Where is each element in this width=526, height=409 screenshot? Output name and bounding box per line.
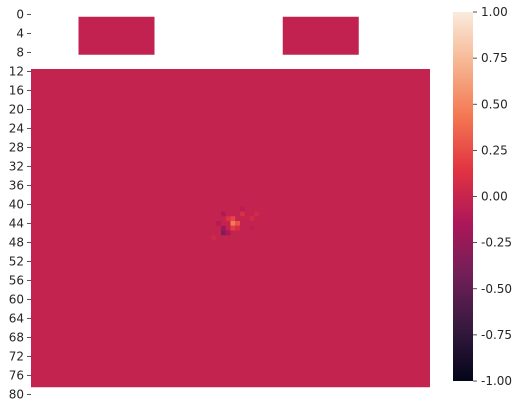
heatmap-cell xyxy=(249,216,255,221)
heatmap-cell xyxy=(221,225,226,231)
y-tick-label: 24 xyxy=(9,121,24,135)
colorbar-tick-label: -1.00 xyxy=(481,374,512,388)
heatmap-cells xyxy=(31,16,430,388)
heatmap-cell xyxy=(221,230,226,236)
y-tick-label: 68 xyxy=(9,330,24,344)
colorbar xyxy=(453,12,473,381)
y-tick-label: 8 xyxy=(16,45,24,59)
heatmap-cell xyxy=(235,221,240,226)
colorbar-tick-label: 0.50 xyxy=(481,97,508,111)
heatmap-cell xyxy=(240,211,245,217)
heatmap-cell xyxy=(225,230,231,236)
heatmap-cell xyxy=(211,235,217,240)
heatmap-cell xyxy=(216,221,221,226)
y-tick-label: 44 xyxy=(9,216,24,230)
heatmap-patch xyxy=(78,16,155,55)
y-tick-label: 64 xyxy=(9,311,24,325)
heatmap-cell xyxy=(230,216,236,221)
colorbar-tick-label: -0.25 xyxy=(481,236,512,250)
y-tick-label: 80 xyxy=(9,387,24,401)
y-tick-label: 32 xyxy=(9,159,24,173)
y-tick-label: 20 xyxy=(9,102,24,116)
y-tick-label: 0 xyxy=(16,7,24,21)
y-tick-label: 56 xyxy=(9,273,24,287)
heatmap-cell xyxy=(230,225,236,231)
y-tick-label: 40 xyxy=(9,197,24,211)
y-tick-label: 76 xyxy=(9,368,24,382)
y-tick-label: 16 xyxy=(9,83,24,97)
y-tick-label: 4 xyxy=(16,26,24,40)
colorbar-tick-label: 1.00 xyxy=(481,5,508,19)
colorbar-tick-label: 0.75 xyxy=(481,51,508,65)
y-tick-label: 48 xyxy=(9,235,24,249)
heatmap-cell xyxy=(230,221,236,226)
colorbar-tick-label: -0.50 xyxy=(481,282,512,296)
y-tick-label: 72 xyxy=(9,349,24,363)
heatmap-cell xyxy=(254,211,259,217)
colorbar-tick-label: 0.25 xyxy=(481,143,508,157)
heatmap-cell xyxy=(225,216,231,221)
heatmap-cell xyxy=(221,211,226,217)
y-tick-label: 36 xyxy=(9,178,24,192)
y-tick-label: 28 xyxy=(9,140,24,154)
colorbar-tick-label: -0.75 xyxy=(481,328,512,342)
y-tick-label: 12 xyxy=(9,64,24,78)
heatmap-cell xyxy=(235,225,240,231)
colorbar-ticks: 1.00 0.75 0.50 0.25 0.00 -0.25 -0.50 -0.75 -1.00 xyxy=(473,5,512,388)
heatmap-cell xyxy=(249,225,255,231)
y-tick-label: 52 xyxy=(9,254,24,268)
heatmap-cell xyxy=(240,206,245,212)
colorbar-tick-label: 0.00 xyxy=(481,190,508,204)
y-tick-label: 60 xyxy=(9,292,24,306)
heatmap-patch xyxy=(282,16,359,55)
